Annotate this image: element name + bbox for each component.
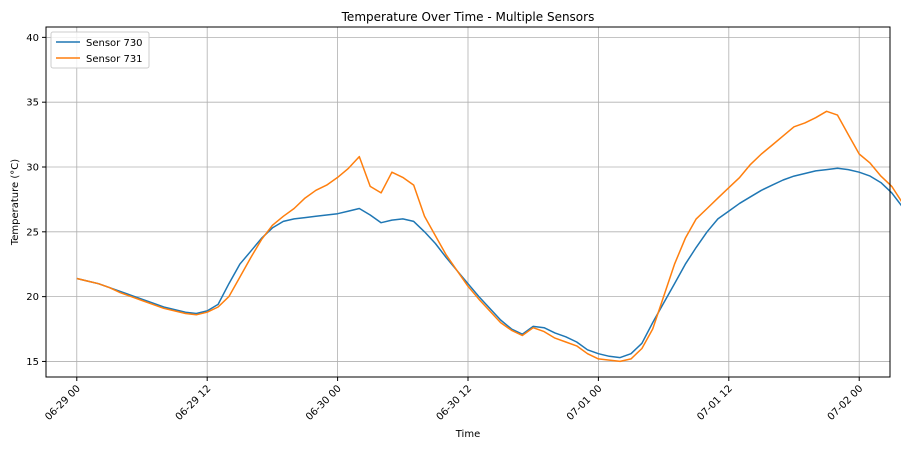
x-axis-label: Time xyxy=(455,429,480,440)
grid-lines xyxy=(46,27,890,377)
series-line-sensor-731 xyxy=(76,110,901,363)
y-tick-label: 15 xyxy=(26,357,39,368)
legend-box xyxy=(50,31,150,69)
y-tick-label: 35 xyxy=(26,98,39,109)
legend-label-sensor-731: Sensor 731 xyxy=(86,54,143,65)
series-line-sensor-730 xyxy=(76,167,901,359)
series-lines xyxy=(76,110,901,363)
y-tick-label: 40 xyxy=(26,33,39,44)
y-axis-ticks: 15 20 25 30 35 40 xyxy=(26,33,46,368)
chart-title: Temperature Over Time - Multiple Sensors xyxy=(341,10,595,24)
y-axis-label: Temperature (°C) xyxy=(10,159,21,246)
legend-label-sensor-730: Sensor 730 xyxy=(86,38,143,49)
legend: Sensor 730 Sensor 731 xyxy=(50,31,150,69)
y-tick-label: 20 xyxy=(26,292,39,303)
y-tick-label: 30 xyxy=(26,163,39,174)
y-tick-label: 25 xyxy=(26,227,39,238)
